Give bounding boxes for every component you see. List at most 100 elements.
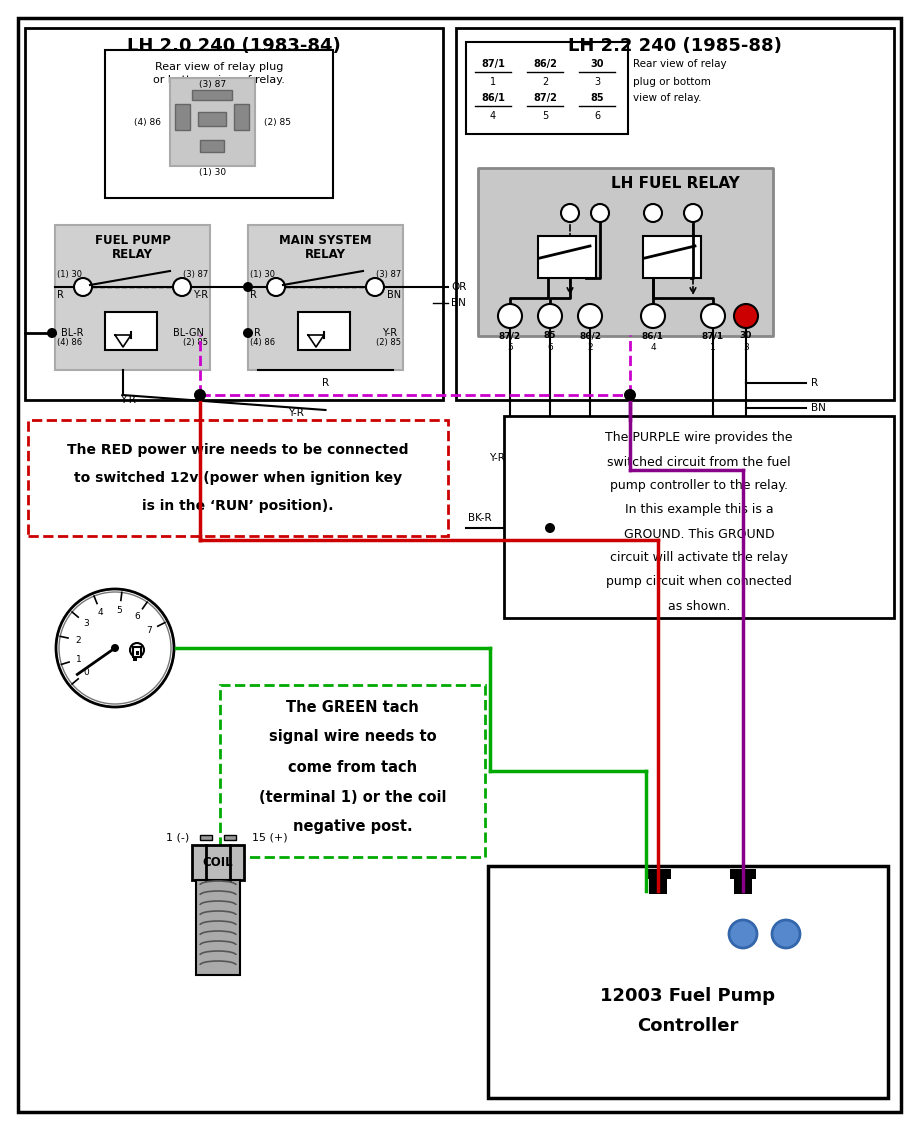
Text: negative post.: negative post. — [292, 820, 413, 834]
Text: 87/2: 87/2 — [533, 93, 557, 103]
Text: 2: 2 — [75, 635, 81, 644]
Circle shape — [498, 305, 522, 328]
Text: R: R — [250, 290, 257, 300]
Text: BK-R: BK-R — [468, 513, 492, 523]
Text: 3: 3 — [83, 619, 89, 628]
Text: 15 (+): 15 (+) — [252, 832, 288, 842]
Bar — [220, 685, 485, 857]
Text: (2) 85: (2) 85 — [376, 338, 401, 348]
Text: 6: 6 — [547, 343, 553, 352]
Bar — [28, 420, 448, 535]
Bar — [133, 648, 141, 657]
Bar — [200, 835, 212, 840]
Text: BL-GN: BL-GN — [173, 328, 204, 338]
Text: (1) 30: (1) 30 — [57, 271, 82, 280]
Bar — [105, 50, 333, 198]
Circle shape — [74, 278, 92, 295]
Circle shape — [684, 204, 702, 222]
Text: FUEL PUMP: FUEL PUMP — [95, 234, 170, 248]
Text: pump circuit when connected: pump circuit when connected — [606, 575, 792, 589]
Text: BN: BN — [811, 403, 826, 413]
Text: (4) 86: (4) 86 — [57, 338, 82, 348]
Bar — [643, 235, 701, 278]
Bar — [488, 866, 888, 1098]
Circle shape — [59, 592, 171, 704]
Text: BL-GN: BL-GN — [595, 463, 605, 494]
Text: GROUND. This GROUND: GROUND. This GROUND — [624, 528, 775, 540]
Circle shape — [267, 278, 285, 295]
Text: LH FUEL RELAY: LH FUEL RELAY — [610, 175, 740, 190]
Text: The RED power wire needs to be connected: The RED power wire needs to be connected — [67, 443, 409, 457]
Text: (3) 87: (3) 87 — [376, 271, 401, 280]
Text: The PURPLE wire provides the: The PURPLE wire provides the — [606, 431, 793, 445]
Circle shape — [701, 305, 725, 328]
Circle shape — [56, 589, 174, 708]
Text: Y-R: Y-R — [288, 408, 303, 418]
Text: or bottom view of relay.: or bottom view of relay. — [153, 75, 285, 85]
Bar — [538, 235, 596, 278]
Text: 5: 5 — [117, 606, 122, 615]
Text: 87/1: 87/1 — [481, 59, 505, 69]
Circle shape — [729, 920, 757, 947]
Circle shape — [644, 204, 662, 222]
Bar — [645, 874, 671, 880]
Circle shape — [243, 328, 253, 338]
Text: RELAY: RELAY — [305, 248, 346, 260]
Text: BN: BN — [451, 298, 466, 308]
Circle shape — [545, 523, 555, 533]
Text: 1: 1 — [710, 343, 716, 352]
Bar — [192, 844, 244, 880]
Text: 85: 85 — [544, 332, 556, 341]
Bar — [298, 312, 350, 350]
Text: 0: 0 — [83, 668, 89, 677]
Text: plug or bottom: plug or bottom — [633, 77, 711, 87]
Bar — [175, 104, 190, 130]
Bar — [224, 835, 236, 840]
Text: as shown.: as shown. — [668, 600, 731, 612]
Text: to switched 12v (power when ignition key: to switched 12v (power when ignition key — [74, 471, 403, 484]
Text: signal wire needs to: signal wire needs to — [268, 729, 437, 745]
Bar — [200, 140, 224, 152]
Text: come from tach: come from tach — [288, 760, 417, 774]
Text: 86/2: 86/2 — [533, 59, 557, 69]
Circle shape — [772, 920, 800, 947]
Text: 3: 3 — [594, 77, 600, 87]
Bar — [55, 225, 210, 370]
Text: 7: 7 — [146, 626, 152, 635]
Text: view of relay.: view of relay. — [633, 93, 701, 103]
Circle shape — [578, 305, 602, 328]
Text: RELAY: RELAY — [112, 248, 153, 260]
Bar — [504, 415, 894, 618]
Circle shape — [624, 389, 636, 401]
Text: R: R — [322, 378, 329, 388]
Circle shape — [561, 204, 579, 222]
Bar — [478, 168, 773, 336]
Text: BK-Y: BK-Y — [811, 468, 833, 478]
Text: 87/1: 87/1 — [702, 332, 724, 341]
Text: 1: 1 — [75, 654, 82, 663]
Text: (4) 86: (4) 86 — [134, 118, 162, 127]
Text: (1) 30: (1) 30 — [250, 271, 275, 280]
Text: 4: 4 — [98, 608, 104, 617]
Text: is in the ‘RUN’ position).: is in the ‘RUN’ position). — [142, 499, 334, 513]
Bar — [649, 880, 667, 894]
Bar — [192, 91, 232, 100]
Circle shape — [130, 643, 144, 657]
Text: Y-R: Y-R — [193, 290, 208, 300]
Text: (3) 87: (3) 87 — [183, 271, 208, 280]
Circle shape — [538, 305, 562, 328]
Bar — [645, 869, 671, 874]
Text: Controller: Controller — [637, 1017, 739, 1035]
Bar — [25, 28, 443, 400]
Bar — [196, 880, 240, 975]
Text: Rear view of relay: Rear view of relay — [633, 59, 727, 69]
Text: 87/2: 87/2 — [499, 332, 521, 341]
Text: OR: OR — [451, 282, 466, 292]
Text: 6: 6 — [134, 612, 140, 621]
Bar — [248, 225, 403, 370]
Text: LH 2.0 240 (1983-84): LH 2.0 240 (1983-84) — [127, 37, 341, 55]
Text: R: R — [254, 328, 261, 338]
Text: LH 2.2 240 (1985-88): LH 2.2 240 (1985-88) — [568, 37, 782, 55]
Text: 30: 30 — [740, 332, 752, 341]
Bar — [170, 78, 255, 166]
